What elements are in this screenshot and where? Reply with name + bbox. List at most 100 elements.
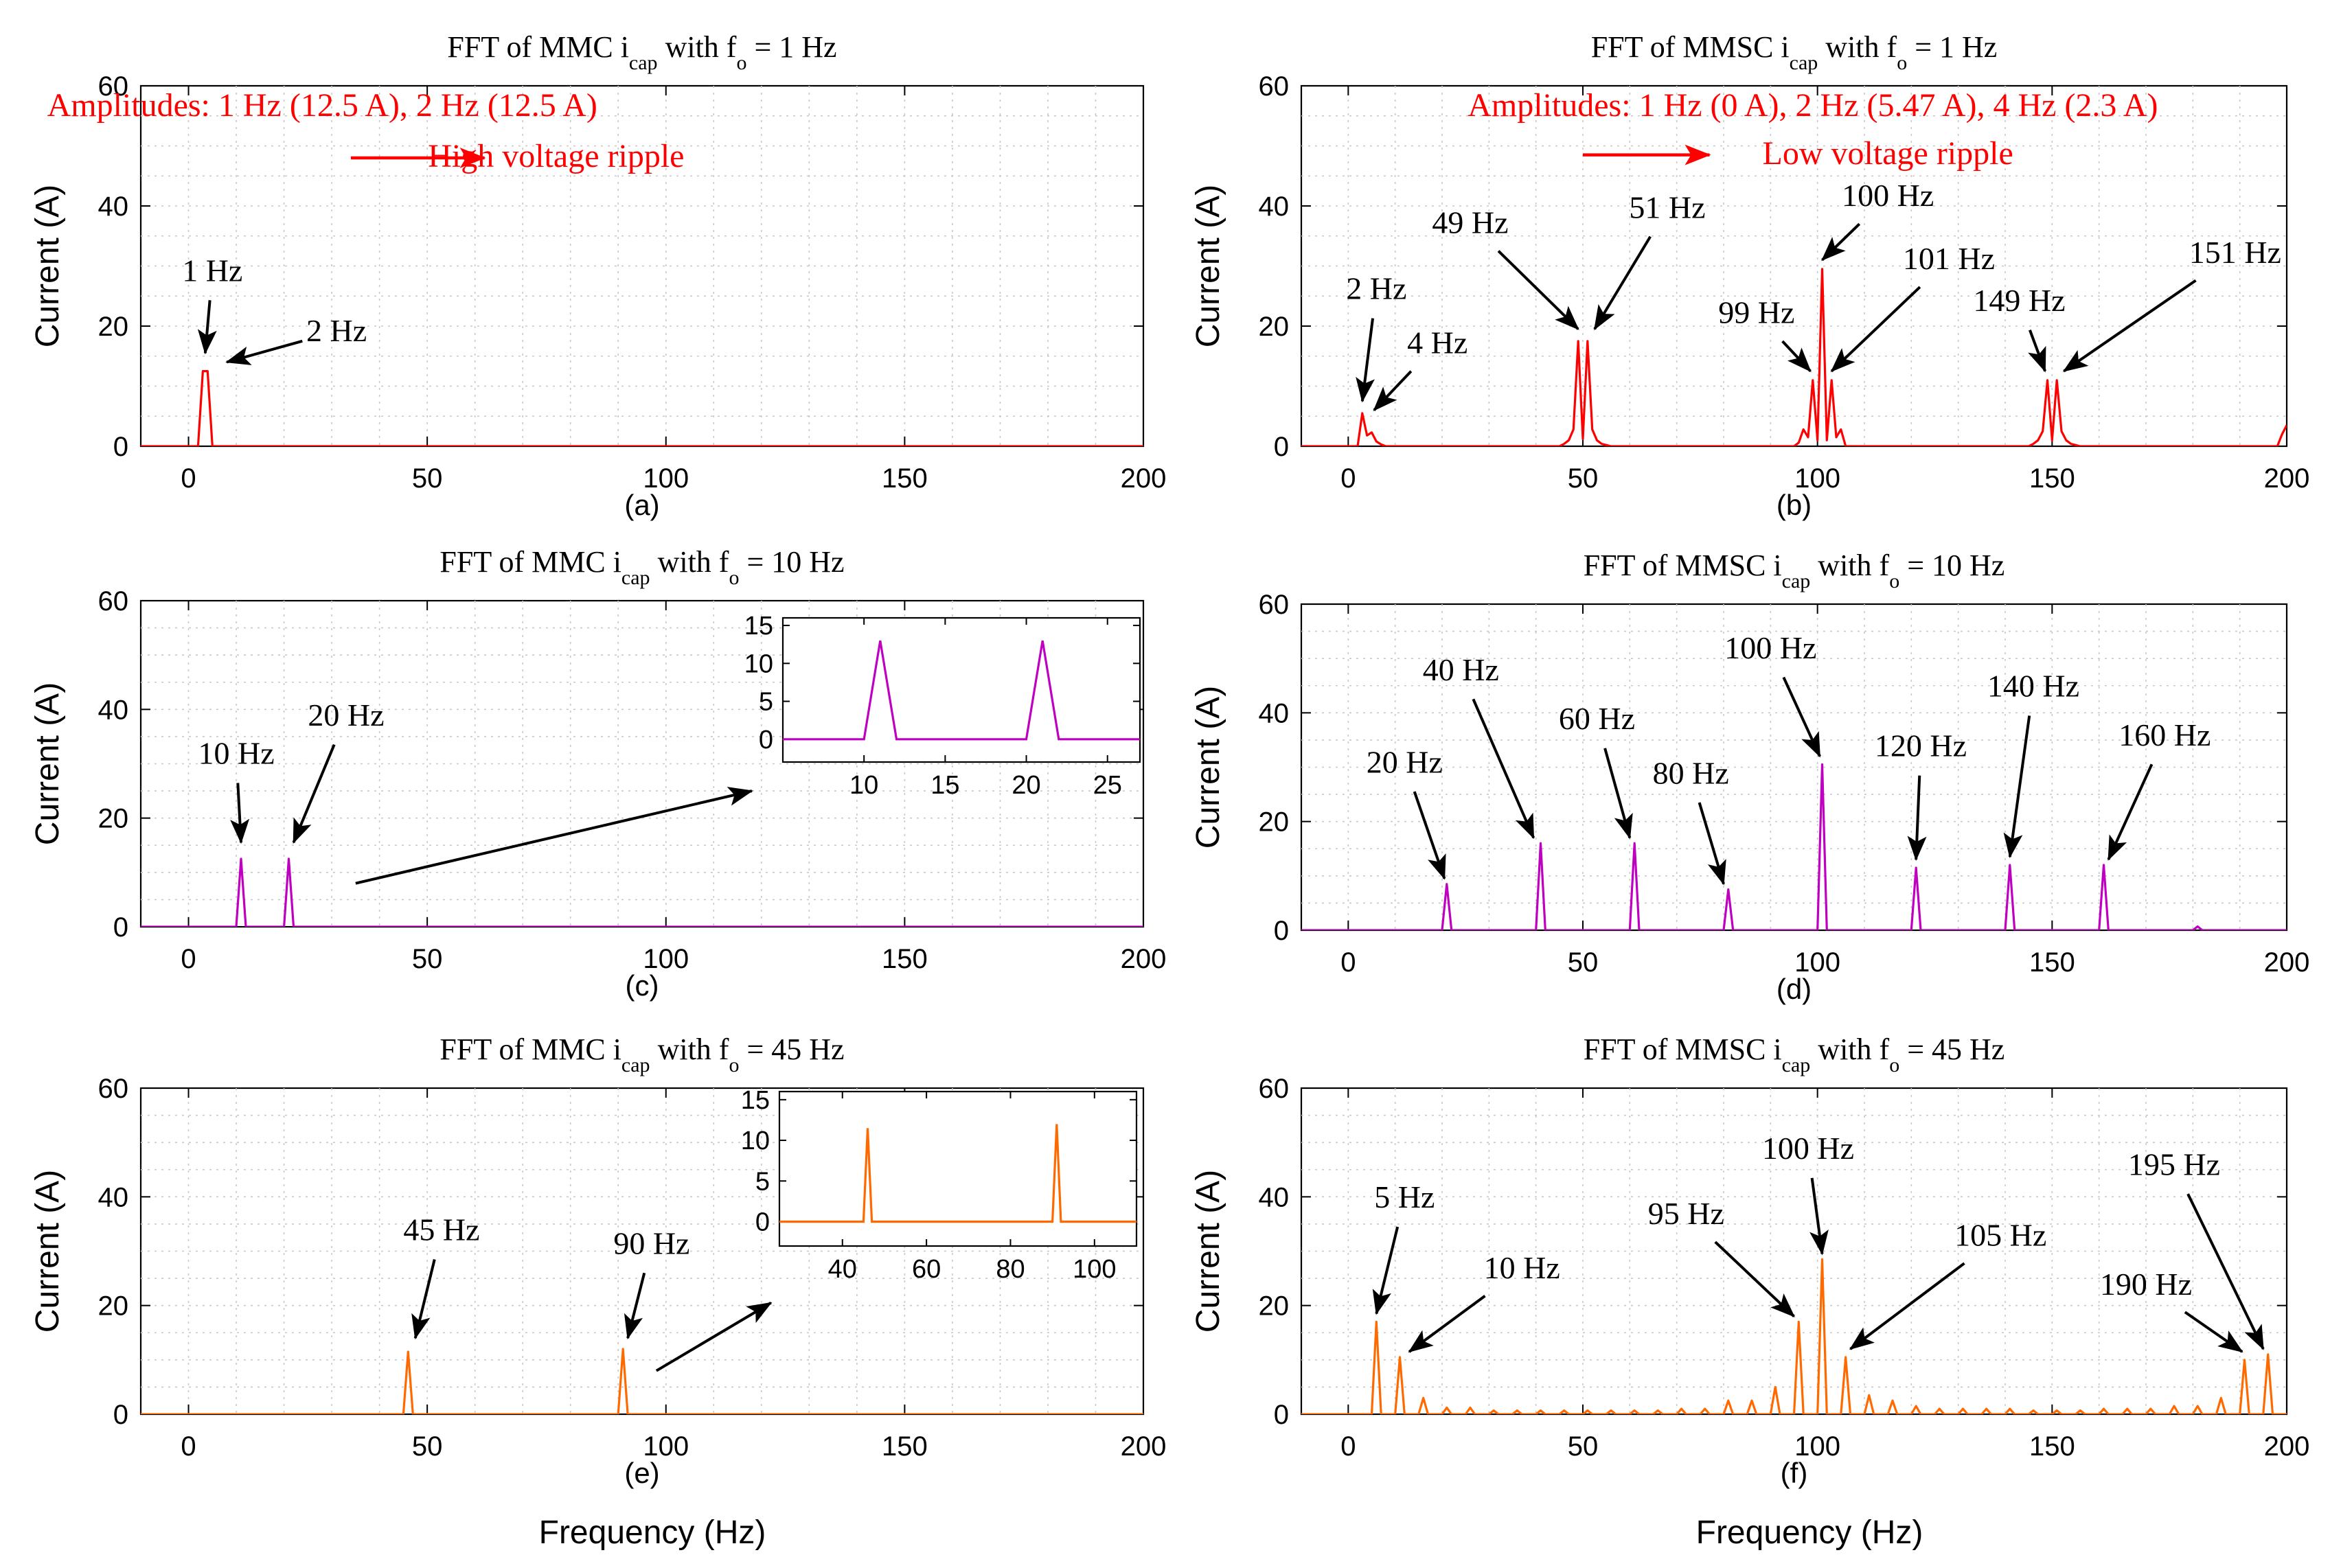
chart-panel-b: 0 50 100 150 200 0 20 40 60 Current (A) (b) FFT of …	[1190, 30, 2309, 521]
annotation-arrow	[1698, 802, 1726, 886]
y-tick-label: 0	[113, 432, 128, 462]
x-tick-label: 200	[1121, 944, 1167, 974]
inset-y-tick-label: 5	[759, 688, 773, 717]
annotation-arrow	[1408, 1295, 1486, 1353]
peak-annotation-label: 120 Hz	[1875, 728, 1967, 763]
y-tick-label: 60	[1259, 590, 1290, 620]
chart-panel-f: 0 50 100 150 200 0 20 40 60 Current (A) (f) FFT of …	[1190, 1033, 2309, 1489]
y-tick-label: 0	[1274, 916, 1289, 946]
x-tick-label: 200	[1121, 1431, 1167, 1462]
plot-area	[141, 369, 1143, 446]
inset-y-tick-label: 0	[759, 726, 773, 754]
series-line	[141, 1348, 1143, 1414]
panel-letter: (e)	[624, 1457, 659, 1489]
annotation-arrow	[1472, 698, 1535, 840]
inset-chart: 40 60 80 100 0 5 10 15	[741, 1086, 1138, 1284]
annotation-arrow	[2003, 715, 2031, 859]
inset-y-tick-label: 0	[755, 1208, 770, 1236]
peak-annotation-label: 105 Hz	[1954, 1218, 2046, 1253]
x-tick-label: 200	[1121, 463, 1167, 494]
panel-letter: (c)	[626, 969, 659, 1002]
annotation-arrow	[2186, 1193, 2265, 1350]
annotation-arrow	[197, 300, 217, 355]
x-tick-label: 0	[1340, 463, 1356, 494]
series-line	[1301, 1258, 2287, 1414]
title-part: with f	[1810, 1033, 1889, 1066]
red-note-text: Low voltage ripple	[1763, 135, 2013, 172]
title-part: with f	[1810, 549, 1889, 582]
annotation-arrow	[1497, 250, 1579, 330]
annotation-arrow	[1603, 748, 1633, 840]
y-tick-label: 20	[1259, 807, 1290, 838]
title-subscript: cap	[629, 51, 658, 74]
peak-annotation-label: 20 Hz	[1367, 744, 1443, 779]
inset-x-tick-label: 15	[930, 771, 959, 800]
annotation-arrow	[1849, 1262, 1965, 1350]
chart-title: FFT of MMSC icap with fo = 1 Hz	[1591, 30, 1998, 74]
axes-box	[1300, 603, 2288, 932]
title-part: FFT of MMSC i	[1584, 1033, 1782, 1066]
title-subscript: o	[736, 51, 746, 74]
red-note-text: Amplitudes: 1 Hz (0 A), 2 Hz (5.47 A), 4…	[1467, 87, 2158, 124]
panel-letter: (d)	[1777, 973, 1812, 1005]
annotation-arrow	[1413, 791, 1446, 880]
series-line	[141, 369, 1143, 446]
title-subscript: cap	[1782, 570, 1811, 592]
peak-annotation-label: 49 Hz	[1432, 205, 1508, 240]
x-tick-label: 150	[2029, 947, 2075, 978]
red-note-text: Amplitudes: 1 Hz (12.5 A), 2 Hz (12.5 A)	[47, 87, 597, 124]
title-subscript: o	[1889, 1054, 1899, 1076]
y-tick-label: 40	[1259, 192, 1290, 222]
x-tick-label: 150	[2029, 463, 2075, 494]
y-tick-label: 20	[98, 312, 129, 342]
peak-annotation-label: 45 Hz	[403, 1212, 479, 1247]
peak-annotation-label: 160 Hz	[2118, 717, 2211, 752]
annotation-arrow	[411, 1259, 436, 1340]
title-part: = 10 Hz	[1899, 549, 2005, 582]
inset-x-tick-label: 100	[1073, 1255, 1116, 1284]
title-part: = 1 Hz	[1907, 30, 1997, 64]
title-part: FFT of MMC i	[439, 1033, 621, 1066]
y-tick-label: 20	[98, 804, 129, 834]
plot-area	[1301, 268, 2287, 446]
annotation-arrow	[1809, 1177, 1829, 1256]
chart-panel-a: 0 50 100 150 200 0 20 40 60 Current (A) (a) FFT of …	[30, 30, 1166, 521]
y-tick-label: 0	[113, 1400, 128, 1430]
peak-annotation-label: 90 Hz	[613, 1225, 689, 1260]
y-tick-label: 40	[98, 192, 129, 222]
y-axis-label: Current (A)	[1190, 1170, 1226, 1333]
x-tick-label: 50	[1568, 1431, 1599, 1462]
x-tick-label: 100	[1794, 1431, 1840, 1462]
y-tick-label: 20	[1259, 312, 1290, 342]
x-tick-label: 100	[1794, 463, 1840, 494]
y-axis-label: Current (A)	[30, 682, 66, 845]
y-tick-label: 0	[1274, 432, 1289, 462]
y-tick-label: 60	[1259, 71, 1290, 102]
x-tick-label: 100	[1794, 947, 1840, 978]
annotation-arrow	[1821, 222, 1861, 262]
peak-annotation-label: 195 Hz	[2128, 1147, 2220, 1182]
peak-annotation-label: 2 Hz	[1346, 271, 1406, 306]
annotation-arrow	[225, 339, 303, 365]
plot-area	[141, 857, 1143, 927]
annotation-arrow	[1782, 676, 1821, 758]
y-tick-label: 20	[1259, 1291, 1290, 1322]
inset-x-tick-label: 20	[1012, 771, 1040, 800]
chart-panel-d: 0 50 100 150 200 0 20 40 60 Current (A) (d) FFT of …	[1190, 549, 2309, 1005]
x-tick-label: 100	[643, 944, 689, 974]
y-axis-label: Current (A)	[30, 1170, 66, 1333]
inset-x-tick-label: 25	[1093, 771, 1122, 800]
annotation-arrow	[1372, 1226, 1400, 1315]
panel-letter: (b)	[1777, 489, 1812, 521]
y-tick-label: 20	[98, 1291, 129, 1322]
annotation-arrow	[1907, 775, 1927, 862]
title-part: FFT of MMC i	[447, 30, 629, 64]
annotation-arrow	[2107, 763, 2154, 861]
chart-title: FFT of MMC icap with fo = 1 Hz	[447, 30, 836, 74]
peak-annotation-label: 80 Hz	[1653, 755, 1729, 790]
title-part: FFT of MMSC i	[1591, 30, 1790, 64]
inset-y-tick-label: 10	[741, 1127, 770, 1155]
title-subscript: cap	[1782, 1054, 1811, 1076]
inset-box	[781, 616, 1141, 763]
